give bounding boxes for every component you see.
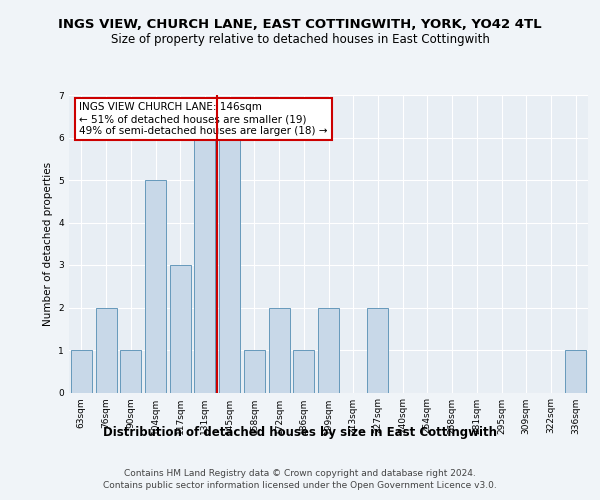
Bar — [219, 138, 240, 392]
Bar — [367, 308, 388, 392]
Text: INGS VIEW CHURCH LANE: 146sqm
← 51% of detached houses are smaller (19)
49% of s: INGS VIEW CHURCH LANE: 146sqm ← 51% of d… — [79, 102, 328, 136]
Bar — [293, 350, 314, 393]
Text: Contains public sector information licensed under the Open Government Licence v3: Contains public sector information licen… — [103, 482, 497, 490]
Bar — [194, 138, 215, 392]
Bar — [565, 350, 586, 393]
Text: Size of property relative to detached houses in East Cottingwith: Size of property relative to detached ho… — [110, 32, 490, 46]
Bar — [120, 350, 141, 393]
Text: Distribution of detached houses by size in East Cottingwith: Distribution of detached houses by size … — [103, 426, 497, 439]
Bar — [318, 308, 339, 392]
Bar — [244, 350, 265, 393]
Bar — [269, 308, 290, 392]
Bar — [71, 350, 92, 393]
Y-axis label: Number of detached properties: Number of detached properties — [43, 162, 53, 326]
Bar — [170, 265, 191, 392]
Text: Contains HM Land Registry data © Crown copyright and database right 2024.: Contains HM Land Registry data © Crown c… — [124, 470, 476, 478]
Bar — [95, 308, 116, 392]
Text: INGS VIEW, CHURCH LANE, EAST COTTINGWITH, YORK, YO42 4TL: INGS VIEW, CHURCH LANE, EAST COTTINGWITH… — [58, 18, 542, 30]
Bar — [145, 180, 166, 392]
